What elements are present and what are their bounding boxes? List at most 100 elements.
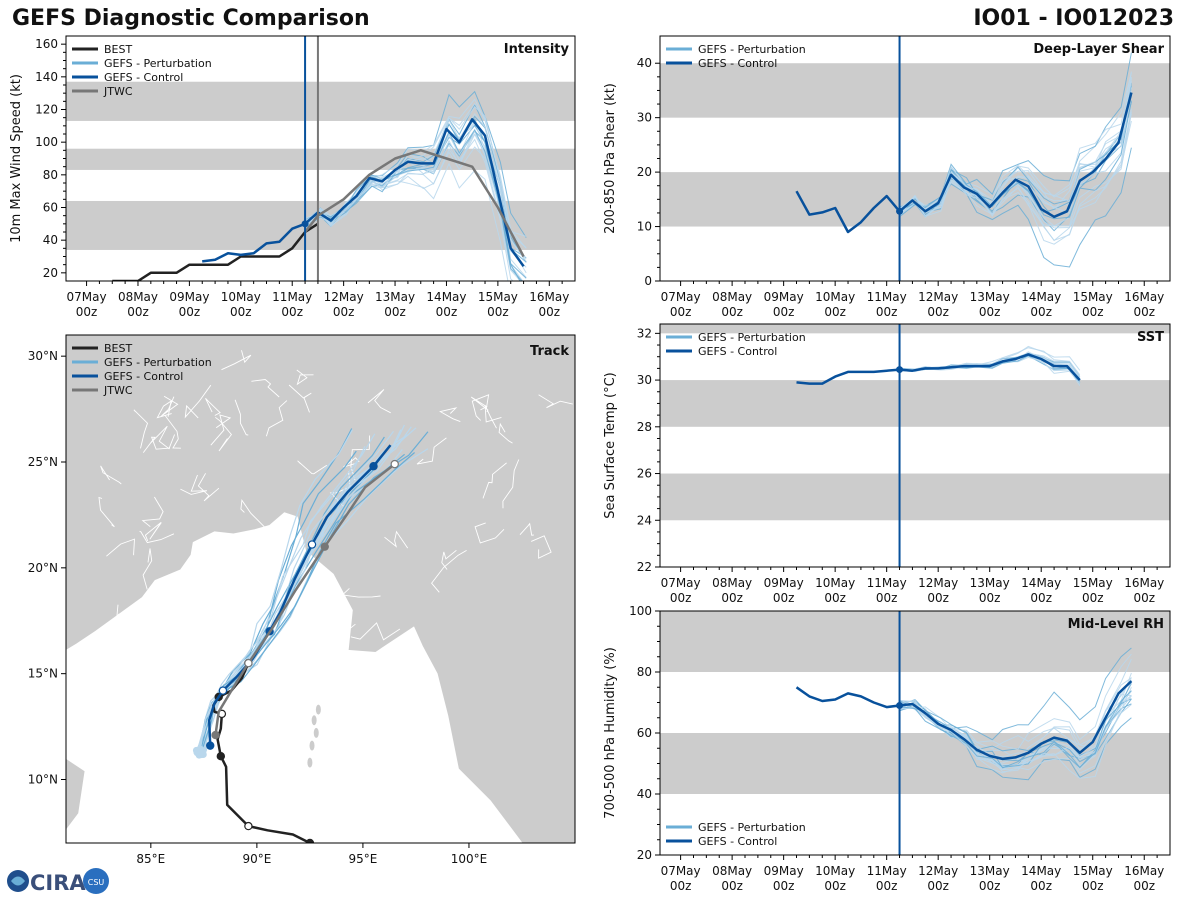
perturbation-line [899, 108, 1132, 245]
border-line [470, 396, 489, 413]
border-line [531, 535, 552, 559]
x-tick-label: 15May [1073, 290, 1113, 304]
plot-area-rh [795, 647, 1133, 781]
border-line [343, 457, 360, 468]
series-gefs-control [202, 118, 525, 268]
x-tick-label: 12May [324, 290, 364, 304]
x-tick-sublabel: 00z [487, 305, 509, 319]
track-jtwc [214, 463, 396, 736]
border-line [439, 407, 461, 423]
island [313, 727, 319, 738]
x-tick-sublabel: 00z [230, 305, 252, 319]
x-tick-label: 13May [970, 864, 1010, 878]
plot-area-shear [795, 52, 1133, 268]
threshold-band [660, 733, 1170, 794]
border-line [265, 400, 288, 437]
x-tick-sublabel: 00z [721, 591, 743, 605]
border-line [296, 369, 314, 386]
perturbation-line [899, 695, 1132, 779]
border-line [337, 608, 356, 634]
track-point [390, 459, 399, 469]
x-tick-sublabel: 00z [670, 591, 692, 605]
x-tick-sublabel: 00z [979, 305, 1001, 319]
border-line [164, 630, 187, 662]
x-tick-sublabel: 00z [979, 591, 1001, 605]
border-line [337, 615, 350, 643]
x-tick-label: 14May [1021, 576, 1061, 590]
island [315, 704, 321, 715]
perturbation-line [899, 698, 1132, 769]
border-line [538, 394, 573, 409]
border-line [150, 425, 176, 450]
y-tick-label: 10 [637, 220, 652, 234]
border-line [186, 599, 205, 617]
y-axis-label: 700-500 hPa Humidity (%) [603, 647, 618, 819]
border-line [498, 422, 513, 444]
border-line [133, 409, 149, 449]
perturbation-track [200, 450, 357, 755]
cira-logo: CIRA CSU [7, 868, 109, 895]
border-line [116, 604, 146, 619]
x-tick-sublabel: 00z [1133, 591, 1155, 605]
threshold-band [660, 473, 1170, 521]
y-tick-label: 160 [35, 37, 58, 51]
border-line [139, 530, 175, 544]
x-tick-sublabel: 00z [824, 879, 846, 893]
perturbation-line [304, 113, 527, 262]
threshold-band [660, 380, 1170, 427]
perturbation-line [304, 146, 521, 281]
legend-label: GEFS - Control [698, 835, 777, 848]
border-line [231, 600, 267, 624]
x-tick-label: 10May [815, 864, 855, 878]
x-tick-sublabel: 00z [670, 305, 692, 319]
threshold-band [660, 63, 1170, 118]
x-tick-sublabel: 00z [436, 305, 458, 319]
border-line [100, 465, 122, 485]
x-tick-sublabel: 00z [384, 305, 406, 319]
x-tick-label: 07May [661, 576, 701, 590]
series-gefs-control [795, 92, 1133, 234]
x-tick-label: 07May [661, 290, 701, 304]
csu-logo-text: CSU [88, 878, 105, 887]
y-tick-label: 22 [637, 560, 652, 574]
x-tick-label: 08May [712, 290, 752, 304]
y-tick-label: 0 [644, 274, 652, 288]
figure-title: GEFS Diagnostic Comparison [12, 6, 370, 31]
legend-label: GEFS - Control [104, 370, 183, 383]
x-tick-label: 16May [1124, 864, 1164, 878]
border-line [297, 460, 328, 475]
track-point [320, 542, 329, 551]
border-line [482, 462, 507, 499]
border-line [234, 399, 249, 436]
land-mass [66, 335, 575, 843]
x-tick-sublabel: 00z [281, 305, 303, 319]
plot-area-intensity [112, 90, 527, 281]
y-tick-label: 30 [637, 111, 652, 125]
x-tick-label: 15May [478, 290, 518, 304]
cira-logo-swirl-icon [11, 876, 25, 886]
track-point [211, 730, 220, 740]
perturbation-line [899, 693, 1132, 771]
x-tick-label: 15May [1073, 576, 1113, 590]
lon-tick-label: 85°E [136, 852, 165, 866]
x-tick-label: 08May [118, 290, 158, 304]
init-marker [896, 366, 904, 374]
x-tick-sublabel: 00z [1082, 879, 1104, 893]
x-tick-sublabel: 00z [876, 879, 898, 893]
border-line [215, 416, 232, 452]
x-tick-label: 12May [918, 864, 958, 878]
x-tick-label: 07May [661, 864, 701, 878]
perturbation-line [899, 86, 1132, 214]
border-line [141, 496, 164, 528]
x-tick-sublabel: 00z [876, 591, 898, 605]
cira-logo-text: CIRA [30, 871, 86, 895]
y-tick-label: 140 [35, 70, 58, 84]
lat-tick-label: 30°N [28, 349, 58, 363]
x-tick-label: 14May [426, 290, 466, 304]
lon-tick-label: 100°E [451, 852, 488, 866]
perturbation-start [195, 751, 203, 759]
x-tick-label: 11May [867, 290, 907, 304]
border-line [180, 474, 208, 495]
x-tick-sublabel: 00z [824, 591, 846, 605]
axes-frame [65, 334, 576, 844]
